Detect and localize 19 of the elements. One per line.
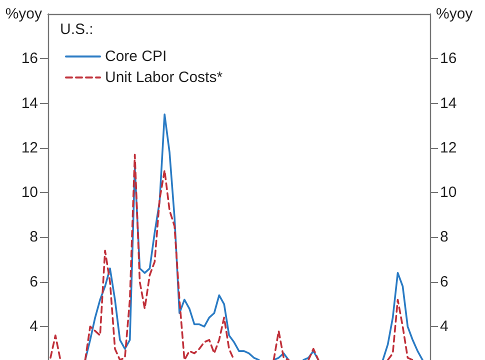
y-tick-label: 12 bbox=[21, 139, 38, 156]
y2-axis-title: %yoy bbox=[436, 6, 474, 22]
y2-tick-label: 8 bbox=[440, 228, 448, 246]
y2-tick-label: 12 bbox=[440, 139, 457, 156]
y2-tick-label: 14 bbox=[440, 94, 457, 112]
y-tick-label: 16 bbox=[21, 50, 38, 68]
y-tick-label: 6 bbox=[30, 273, 38, 290]
y2-tick-label: 6 bbox=[440, 273, 448, 290]
y2-tick-label: 10 bbox=[440, 184, 457, 202]
y2-tick-label: 4 bbox=[440, 318, 448, 336]
y-axis-title: %yoy bbox=[5, 6, 42, 22]
y2-tick-label: 16 bbox=[440, 50, 457, 68]
y-tick-label: 14 bbox=[21, 94, 38, 112]
legend-label: Unit Labor Costs* bbox=[105, 69, 223, 86]
y-tick-label: 4 bbox=[30, 318, 38, 336]
y-tick-label: 10 bbox=[21, 184, 38, 202]
y-tick-label: 8 bbox=[30, 228, 38, 246]
legend-label: Core CPI bbox=[105, 48, 167, 65]
legend-title: U.S.: bbox=[60, 21, 94, 38]
